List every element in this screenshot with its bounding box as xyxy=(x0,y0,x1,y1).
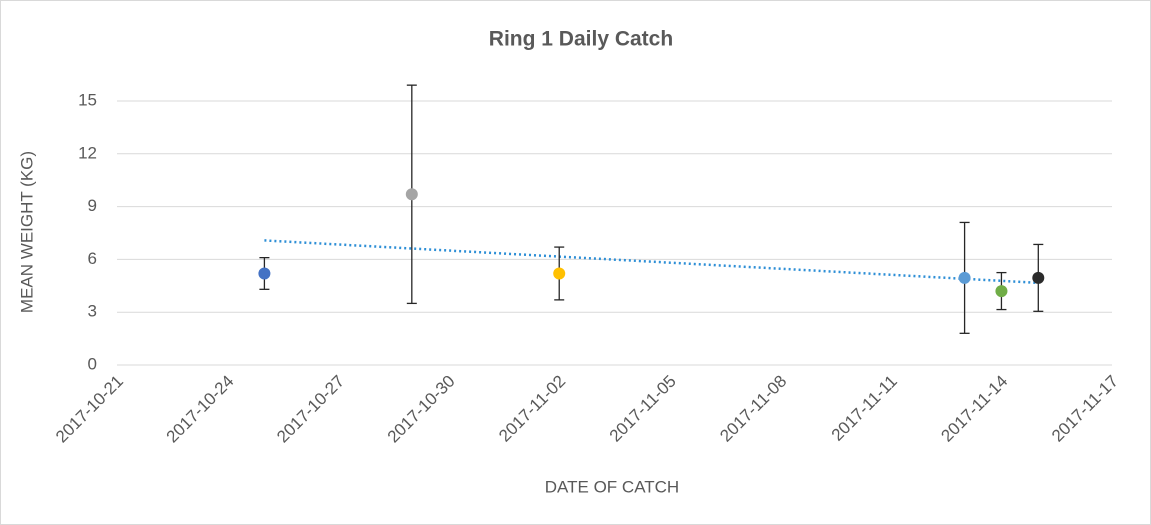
trendline xyxy=(264,239,1039,285)
point xyxy=(553,267,566,280)
y-tick-label: 12 xyxy=(78,143,97,162)
y-axis-label: MEAN WEIGHT (KG) xyxy=(17,151,36,313)
point xyxy=(258,267,271,280)
y-tick-label: 0 xyxy=(88,354,97,373)
y-tick-label: 9 xyxy=(88,196,97,215)
point xyxy=(405,188,418,201)
point xyxy=(1032,271,1045,284)
point xyxy=(958,271,971,284)
chart-title: Ring 1 Daily Catch xyxy=(489,28,673,51)
point xyxy=(995,285,1008,298)
y-tick-label: 6 xyxy=(88,249,97,268)
x-axis-label: DATE OF CATCH xyxy=(545,477,679,496)
y-tick-label: 3 xyxy=(88,302,97,321)
y-tick-label: 15 xyxy=(78,90,97,109)
